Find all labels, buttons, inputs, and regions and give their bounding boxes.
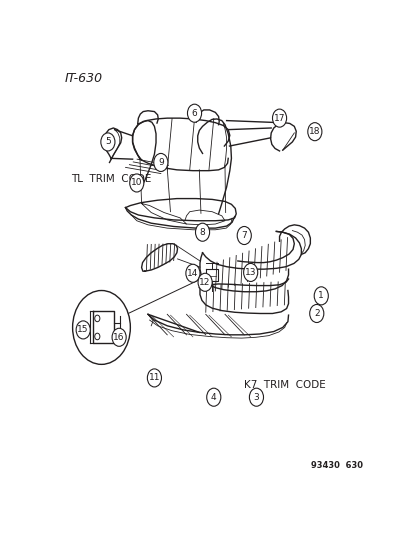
- Text: 15: 15: [77, 326, 89, 334]
- Circle shape: [129, 174, 143, 192]
- Text: 16: 16: [113, 333, 125, 342]
- Text: 17: 17: [273, 114, 285, 123]
- Circle shape: [206, 388, 220, 406]
- Circle shape: [307, 123, 321, 141]
- Circle shape: [313, 287, 328, 305]
- Text: 5: 5: [105, 138, 111, 147]
- Circle shape: [101, 133, 115, 151]
- Text: IT-630: IT-630: [64, 72, 102, 85]
- Circle shape: [249, 388, 263, 406]
- Circle shape: [243, 263, 257, 281]
- Text: 1: 1: [318, 292, 323, 300]
- Circle shape: [72, 290, 130, 365]
- Text: 93430  630: 93430 630: [310, 461, 362, 470]
- Text: 8: 8: [199, 228, 205, 237]
- Text: 4: 4: [211, 393, 216, 402]
- Circle shape: [237, 227, 251, 245]
- Text: 10: 10: [131, 179, 142, 188]
- Text: 11: 11: [148, 374, 160, 382]
- Circle shape: [95, 333, 100, 340]
- Text: TL  TRIM  CODE: TL TRIM CODE: [71, 174, 151, 184]
- Circle shape: [112, 328, 126, 346]
- Text: 12: 12: [199, 278, 210, 287]
- Circle shape: [195, 223, 209, 241]
- Text: 2: 2: [313, 309, 319, 318]
- Circle shape: [197, 273, 211, 292]
- Circle shape: [147, 369, 161, 387]
- Text: 3: 3: [253, 393, 259, 402]
- Text: K7  TRIM  CODE: K7 TRIM CODE: [244, 380, 325, 390]
- Text: 14: 14: [187, 269, 198, 278]
- Circle shape: [309, 304, 323, 322]
- Circle shape: [153, 154, 168, 172]
- Text: 7: 7: [241, 231, 247, 240]
- Circle shape: [187, 104, 201, 122]
- Circle shape: [95, 315, 100, 322]
- Circle shape: [272, 109, 286, 127]
- Circle shape: [185, 264, 199, 282]
- Text: 9: 9: [158, 158, 163, 167]
- Text: 13: 13: [244, 268, 256, 277]
- Text: 6: 6: [191, 109, 197, 118]
- Text: 18: 18: [309, 127, 320, 136]
- Circle shape: [76, 321, 90, 339]
